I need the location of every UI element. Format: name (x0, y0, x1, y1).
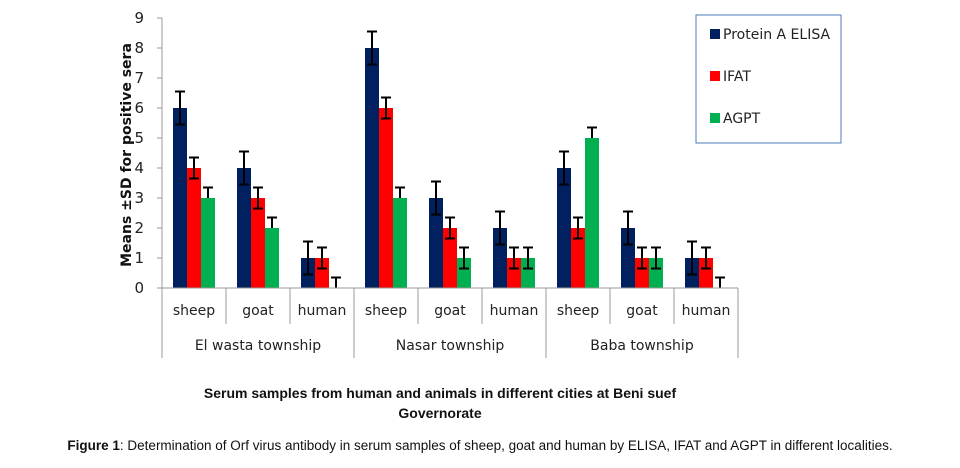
bar-ifat (507, 258, 521, 288)
bar-agpt (265, 228, 279, 288)
x-category-label: sheep (173, 303, 215, 319)
legend-label: AGPT (723, 111, 761, 127)
y-tick-label: 8 (134, 39, 144, 57)
legend-swatch (710, 71, 720, 81)
bar-agpt (585, 138, 599, 288)
y-tick-label: 4 (134, 159, 144, 177)
x-category-label: goat (626, 303, 658, 319)
x-category-label: sheep (365, 303, 407, 319)
error-bars (175, 30, 725, 288)
legend-label: Protein A ELISA (723, 27, 830, 43)
y-tick-label: 5 (134, 129, 144, 147)
x-category-label: sheep (557, 303, 599, 319)
bar-protein-a-elisa (493, 228, 507, 288)
legend: Protein A ELISA IFAT AGPT (695, 14, 842, 144)
y-tick-label: 3 (134, 189, 144, 207)
legend-swatch (710, 29, 720, 39)
bar-ifat (443, 228, 457, 288)
bar-protein-a-elisa (557, 168, 571, 288)
x-category-label: goat (242, 303, 274, 319)
y-tick-label: 9 (134, 9, 144, 27)
x-group-label: El wasta township (195, 338, 321, 354)
bar-agpt (649, 258, 663, 288)
bar-protein-a-elisa (365, 48, 379, 288)
bar-agpt (521, 258, 535, 288)
y-tick-label: 6 (134, 99, 144, 117)
x-category-label: human (682, 303, 731, 319)
x-category-label: human (490, 303, 539, 319)
bar-ifat (699, 258, 713, 288)
figure-caption: Figure 1: Determination of Orf virus ant… (0, 438, 960, 453)
x-group-label: Nasar township (396, 338, 505, 354)
bar-ifat (379, 108, 393, 288)
x-axis-title-line-2: Governorate (398, 405, 482, 421)
x-group-label: Baba township (590, 338, 694, 354)
y-axis: 0 1 2 3 4 5 6 7 8 9 (134, 9, 163, 297)
bar-protein-a-elisa (173, 108, 187, 288)
bar-ifat (187, 168, 201, 288)
y-tick-label: 0 (134, 279, 144, 297)
bar-agpt (457, 258, 471, 288)
bar-ifat (571, 228, 585, 288)
bar-ifat (635, 258, 649, 288)
x-category-label: human (298, 303, 347, 319)
legend-swatch (710, 113, 720, 123)
bar-protein-a-elisa (237, 168, 251, 288)
bars (173, 48, 713, 288)
legend-box (695, 14, 842, 144)
bar-protein-a-elisa (429, 198, 443, 288)
bar-ifat (251, 198, 265, 288)
x-axis-title: Serum samples from human and animals in … (0, 383, 880, 423)
y-axis-label: Means ±SD for positive sera (119, 43, 135, 267)
bar-agpt (393, 198, 407, 288)
bar-protein-a-elisa (621, 228, 635, 288)
x-axis-title-line-1: Serum samples from human and animals in … (203, 385, 677, 401)
figure-caption-text: : Determination of Orf virus antibody in… (119, 438, 893, 453)
y-tick-label: 7 (134, 69, 144, 87)
x-category-label: goat (434, 303, 466, 319)
legend-label: IFAT (723, 69, 751, 85)
x-axis: sheep goat human sheep goat human sheep goat hum… (157, 287, 739, 358)
y-tick-label: 1 (134, 249, 144, 267)
bar-ifat (315, 258, 329, 288)
y-tick-label: 2 (134, 219, 144, 237)
figure-label: Figure 1 (67, 438, 120, 453)
bar-agpt (201, 198, 215, 288)
